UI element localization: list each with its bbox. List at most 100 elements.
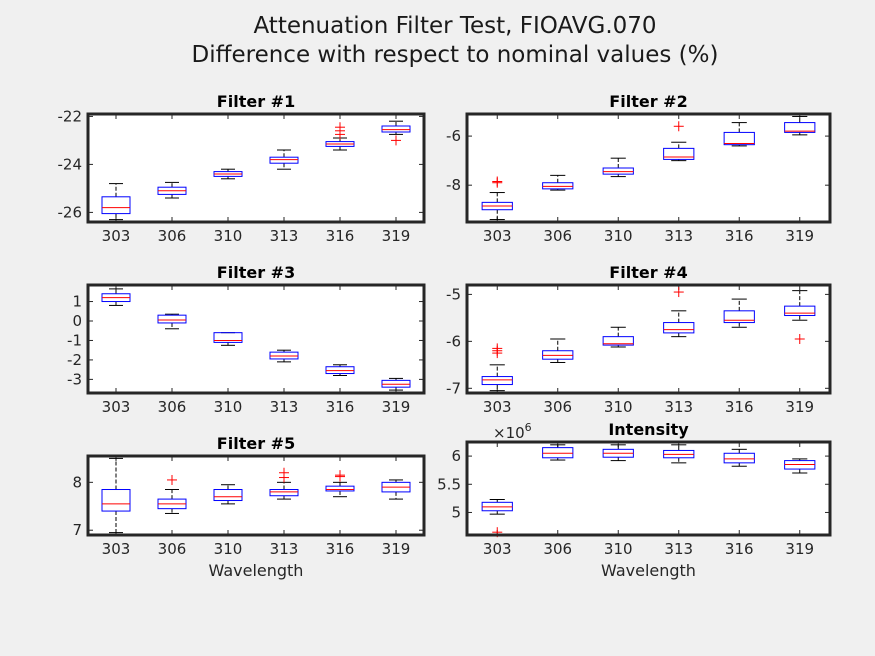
- box-306: [157, 181, 187, 199]
- x-tick-label: 306: [158, 398, 187, 416]
- x-tick-label: 303: [483, 398, 512, 416]
- subplot-title: Filter #2: [609, 92, 687, 111]
- box-306: [157, 474, 187, 514]
- x-tick-label: 306: [543, 398, 572, 416]
- box-303: [481, 498, 513, 538]
- x-tick-label: 319: [785, 227, 814, 245]
- outlier-marker: [673, 287, 684, 298]
- box-313: [663, 121, 695, 162]
- x-axis-label: Wavelength: [209, 561, 304, 580]
- x-tick-label: 303: [483, 540, 512, 558]
- box-313: [269, 467, 299, 500]
- y-tick-label: -26: [58, 203, 83, 221]
- x-tick-label: 303: [102, 398, 131, 416]
- box-303: [481, 176, 513, 221]
- axes-frame: [86, 283, 426, 395]
- box-316: [723, 448, 755, 467]
- plot-area: [467, 285, 830, 393]
- x-tick-label: 310: [604, 227, 633, 245]
- figure-title-line2: Difference with respect to nominal value…: [192, 42, 719, 68]
- x-tick-label: 310: [604, 540, 633, 558]
- box-306: [542, 444, 574, 461]
- y-tick-label: -8: [446, 176, 461, 194]
- y-tick-label: 7: [72, 521, 82, 539]
- box-313: [269, 149, 299, 170]
- x-tick-label: 310: [214, 398, 243, 416]
- iqr-box: [784, 305, 816, 317]
- x-tick-label: 306: [158, 227, 187, 245]
- y-tick-label: -3: [67, 370, 82, 388]
- x-tick-label: 306: [158, 540, 187, 558]
- plot-area: [88, 456, 424, 535]
- box-303: [481, 343, 513, 392]
- iqr-box: [325, 485, 355, 492]
- box-316: [325, 364, 355, 376]
- plot-area: [467, 114, 830, 222]
- axes-frame: [465, 283, 832, 395]
- iqr-box: [663, 147, 695, 160]
- plot-area: [467, 442, 830, 535]
- box-303: [101, 457, 131, 534]
- box-313: [269, 349, 299, 363]
- subplot-title: Intensity: [608, 420, 689, 439]
- box-319: [381, 479, 411, 500]
- y-tick-label: 5: [451, 503, 461, 521]
- y-tick-label: -5: [446, 285, 461, 303]
- subplot-title: Filter #4: [609, 263, 687, 282]
- y-tick-label: 0: [72, 312, 82, 330]
- x-tick-label: 313: [664, 398, 693, 416]
- x-tick-label: 306: [543, 227, 572, 245]
- y-tick-label: -6: [446, 332, 461, 350]
- x-tick-label: 316: [725, 227, 754, 245]
- iqr-box: [269, 156, 299, 164]
- iqr-box: [784, 122, 816, 133]
- box-316: [325, 122, 355, 151]
- figure-title-line1: Attenuation Filter Test, FIOAVG.070: [253, 13, 656, 39]
- subplot-1: Filter #1 -26 -24 -22 303 306 310 313 316 319: [58, 92, 426, 245]
- outlier-marker: [279, 472, 289, 483]
- outlier-marker: [335, 471, 345, 482]
- outlier-marker: [167, 474, 177, 485]
- box-319: [381, 377, 411, 391]
- axes-frame: [86, 454, 426, 537]
- x-tick-label: 310: [214, 227, 243, 245]
- x-tick-label: 316: [725, 398, 754, 416]
- iqr-box: [663, 322, 695, 334]
- x-tick-label: 313: [664, 540, 693, 558]
- y-multiplier: ×106: [493, 421, 532, 442]
- x-tick-label: 303: [102, 227, 131, 245]
- iqr-box: [602, 167, 634, 175]
- box-316: [723, 298, 755, 328]
- iqr-box: [269, 489, 299, 497]
- subplot-2: Filter #2 -8 -6 303 306 310 313 316 319: [446, 92, 832, 245]
- x-tick-label: 313: [270, 540, 299, 558]
- box-310: [213, 332, 243, 346]
- y-tick-label: 8: [72, 473, 82, 491]
- y-tick-label: -2: [67, 351, 82, 369]
- subplot-title: Filter #1: [217, 92, 295, 111]
- iqr-box: [723, 452, 755, 464]
- x-tick-label: 303: [102, 540, 131, 558]
- iqr-box: [723, 131, 755, 146]
- x-tick-label: 319: [382, 398, 411, 416]
- y-tick-label: -6: [446, 127, 461, 145]
- y-tick-label: -22: [58, 107, 83, 125]
- y-tick-label: 1: [72, 293, 82, 311]
- axes-frame: [465, 112, 832, 224]
- x-tick-label: 319: [382, 540, 411, 558]
- x-tick-label: 313: [270, 398, 299, 416]
- outlier-marker: [492, 348, 503, 359]
- box-319: [381, 120, 411, 146]
- plot-area: [88, 114, 424, 222]
- box-313: [663, 444, 695, 464]
- x-tick-label: 319: [382, 227, 411, 245]
- x-tick-label: 316: [326, 398, 355, 416]
- outlier-marker: [391, 135, 401, 146]
- x-tick-label: 319: [785, 540, 814, 558]
- x-tick-label: 316: [725, 540, 754, 558]
- outlier-marker: [794, 334, 805, 344]
- outlier-marker: [492, 176, 503, 187]
- box-319: [784, 290, 816, 344]
- box-306: [542, 338, 574, 363]
- box-303: [101, 288, 131, 306]
